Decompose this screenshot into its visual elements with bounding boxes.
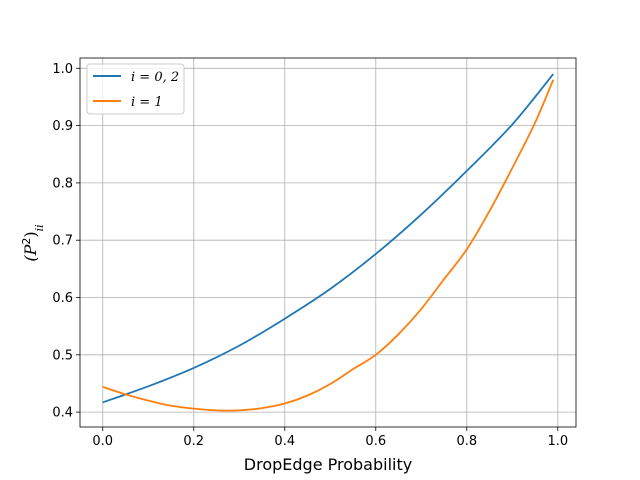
y-tick-label: 0.9 (52, 119, 73, 134)
x-tick-label: 0.0 (92, 434, 113, 449)
y-axis-ticks: 0.4 0.5 0.6 0.7 0.8 0.9 1.0 (52, 62, 80, 421)
legend-label-series-1: i = 1 (131, 95, 163, 110)
series-lines (102, 73, 555, 412)
legend: i = 0, 2 i = 1 (86, 63, 185, 115)
series-line-0 (102, 73, 554, 404)
y-tick-label: 0.7 (52, 234, 73, 249)
y-axis-label: (P2)ii (20, 224, 46, 261)
x-tick-label: 1.0 (547, 434, 568, 449)
y-tick-label: 0.6 (52, 291, 73, 306)
gridlines (80, 58, 576, 427)
y-tick-label: 0.4 (52, 406, 73, 421)
y-tick-label: 1.0 (52, 62, 73, 77)
y-tick-label: 0.5 (52, 348, 73, 363)
x-tick-label: 0.2 (183, 434, 204, 449)
series-line-1 (102, 79, 555, 412)
x-tick-label: 0.4 (274, 434, 295, 449)
x-tick-label: 0.8 (456, 434, 477, 449)
plot-frame (79, 57, 577, 428)
legend-label-series-0: i = 0, 2 (131, 70, 179, 85)
x-axis-ticks: 0.0 0.2 0.4 0.6 0.8 1.0 (92, 427, 568, 449)
x-axis-label: DropEdge Probability (244, 455, 412, 474)
y-tick-label: 0.8 (52, 176, 73, 191)
x-tick-label: 0.6 (365, 434, 386, 449)
